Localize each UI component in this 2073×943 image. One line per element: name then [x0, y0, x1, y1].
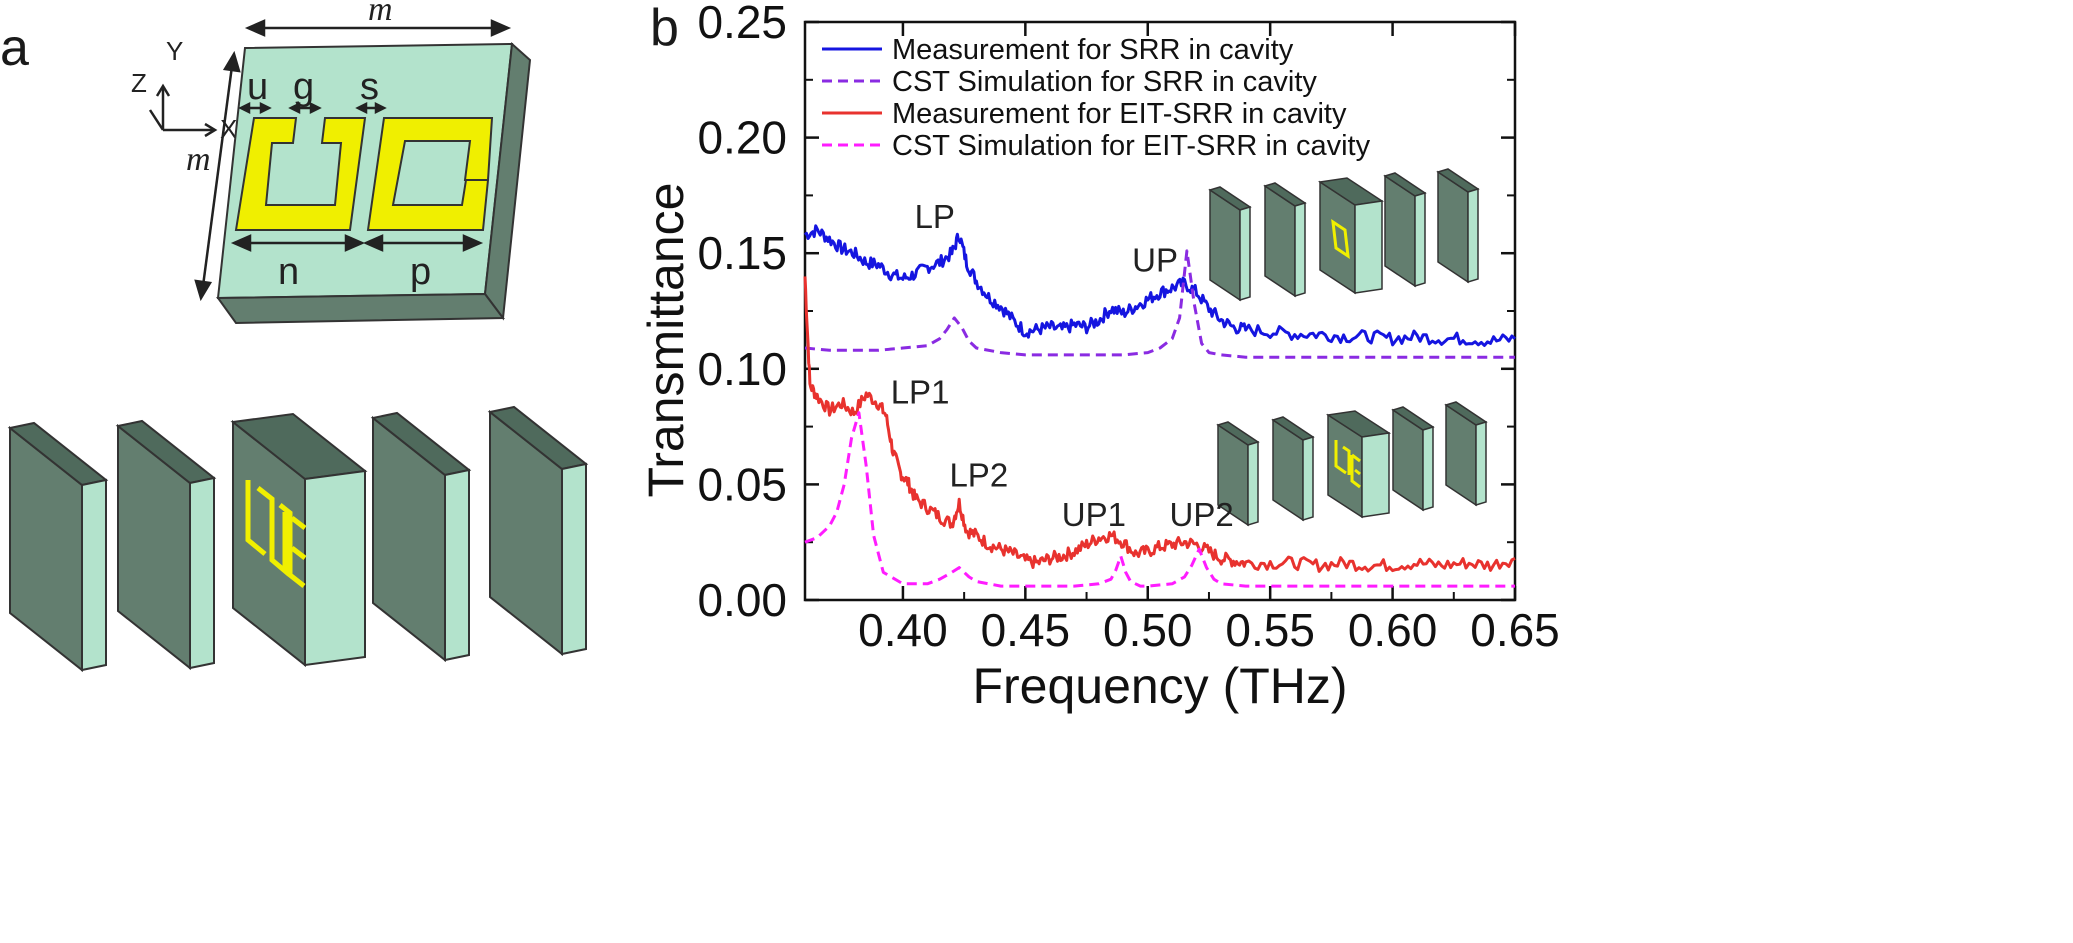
- inset-eit-srr-rings: [1334, 440, 1361, 489]
- series-layer: [803, 224, 1516, 588]
- axis-ticks: [805, 20, 1517, 602]
- y-tick-label: 0.05: [697, 458, 787, 510]
- dim-g: g: [293, 66, 314, 108]
- axis-y-label: Y: [166, 36, 183, 66]
- srr-right: [366, 117, 494, 231]
- inset-srr-ring: [1331, 218, 1350, 260]
- annotation-layer: LP UP LP1 LP2 UP1 UP2: [891, 198, 1234, 533]
- legend-label-cst-simulation-for-srr-in-cavity: CST Simulation for SRR in cavity: [892, 66, 1317, 98]
- unit-cell-bottom-side: [216, 292, 505, 325]
- y-tick-label: 0.25: [697, 0, 787, 48]
- inset-srr-cavity: [1208, 168, 1480, 302]
- x-tick-label: 0.65: [1470, 604, 1560, 656]
- series-measurement-for-srr-in-cavity: [803, 224, 1516, 347]
- y-axis-title: Transmittance: [638, 183, 694, 498]
- x-tick-label: 0.55: [1225, 604, 1315, 656]
- annotation-lp: LP: [915, 198, 955, 235]
- panel-a: a Y Z X: [0, 0, 589, 673]
- dim-m-left: m: [186, 141, 211, 178]
- cavity-slab-2: [115, 419, 217, 671]
- cavity-slab-center: [230, 412, 368, 668]
- x-axis-title: Frequency (THz): [972, 658, 1347, 714]
- x-tick-label: 0.45: [981, 604, 1071, 656]
- y-tick-label: 0.15: [697, 227, 787, 279]
- cavity-slab-5: [487, 405, 589, 657]
- y-tick-label: 0.10: [697, 343, 787, 395]
- annotation-up1: UP1: [1062, 496, 1126, 533]
- panel-a-label: a: [0, 19, 29, 77]
- cavity-slab-4: [370, 411, 472, 663]
- y-tick-labels: 0.00 0.05 0.10 0.15 0.20 0.25: [697, 0, 787, 626]
- plot-area: 0.40 0.45 0.50 0.55 0.60 0.65 0.00 0.05 0.10 0.1…: [697, 0, 1559, 656]
- annotation-up: UP: [1132, 242, 1178, 279]
- dim-u: u: [247, 66, 268, 108]
- x-tick-label: 0.40: [858, 604, 948, 656]
- cavity-slab-1: [7, 421, 109, 673]
- srr-left: [234, 117, 367, 231]
- annotation-lp1: LP1: [891, 373, 950, 410]
- dimension-arrows: [194, 19, 512, 302]
- panel-b-label: b: [650, 0, 679, 57]
- annotation-up2: UP2: [1170, 496, 1234, 533]
- series-cst-simulation-for-eit-srr-in-cavity: [804, 411, 1515, 588]
- x-tick-label: 0.60: [1348, 604, 1438, 656]
- cavity-stack: [7, 405, 589, 673]
- series-cst-simulation-for-srr-in-cavity: [804, 249, 1515, 359]
- axes-glyph: [148, 83, 218, 138]
- dim-m-top: m: [368, 0, 393, 28]
- series-measurement-for-eit-srr-in-cavity: [803, 276, 1516, 573]
- panel-b: b 0.40 0.45 0.50 0.55 0.60 0.65 0.000.050.100…: [638, 0, 1560, 714]
- y-tick-label: 0.20: [697, 112, 787, 164]
- dim-s: s: [360, 66, 379, 108]
- x-tick-label: 0.50: [1103, 604, 1193, 656]
- annotation-lp2: LP2: [949, 457, 1008, 494]
- inset-eit-srr-cavity: [1216, 401, 1488, 527]
- legend-label-measurement-for-srr-in-cavity: Measurement for SRR in cavity: [892, 34, 1294, 66]
- x-tick-labels: 0.40 0.45 0.50 0.55 0.60 0.65: [858, 604, 1560, 656]
- legend-label-cst-simulation-for-eit-srr-in-cavity: CST Simulation for EIT-SRR in cavity: [892, 130, 1371, 162]
- dim-p: p: [410, 251, 431, 293]
- legend-label-measurement-for-eit-srr-in-cavity: Measurement for EIT-SRR in cavity: [892, 98, 1347, 130]
- dim-n: n: [278, 251, 299, 293]
- axis-z-label: Z: [131, 68, 147, 98]
- center-slab-resonators: [245, 480, 307, 588]
- y-tick-label: 0.00: [697, 574, 787, 626]
